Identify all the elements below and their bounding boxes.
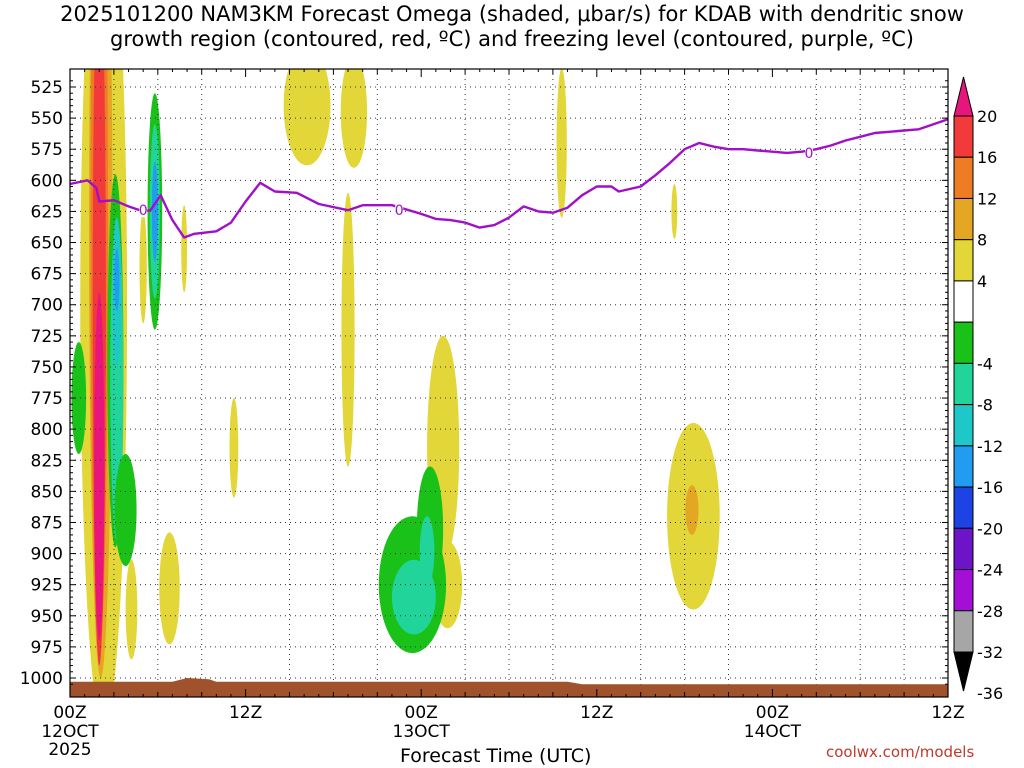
omega-cell xyxy=(159,532,180,645)
omega-cell xyxy=(556,69,567,218)
plot-frame xyxy=(69,68,949,698)
x-tick-date: 13OCT xyxy=(393,722,451,742)
y-tick-label: 825 xyxy=(31,451,63,471)
chart-title: 2025101200 NAM3KM Forecast Omega (shaded… xyxy=(0,2,1024,52)
x-tick-label: 00Z xyxy=(405,703,438,723)
colorbar-label: -36 xyxy=(977,684,1003,703)
y-tick-label: 1000 xyxy=(20,669,63,689)
omega-cell xyxy=(671,184,678,239)
colorbar-label: -4 xyxy=(977,354,993,373)
omega-cell xyxy=(340,69,368,168)
y-tick-label: 975 xyxy=(31,638,63,658)
colorbar-top-arrow xyxy=(953,76,974,117)
credit-link[interactable]: coolwx.com/models xyxy=(826,743,975,761)
x-tick-label: 12Z xyxy=(580,703,613,723)
title-line-1: 2025101200 NAM3KM Forecast Omega (shaded… xyxy=(60,2,964,26)
y-tick-label: 675 xyxy=(31,265,63,285)
colorbar-label: -20 xyxy=(977,519,1003,538)
freezing-level-label: 0 xyxy=(805,146,814,162)
omega-cell xyxy=(685,485,699,535)
omega-cell xyxy=(419,516,435,586)
colorbar-label: 20 xyxy=(977,107,997,126)
omega-cell xyxy=(181,205,188,293)
freezing-level-label: 0 xyxy=(395,203,404,219)
colorbar-cell xyxy=(953,280,974,323)
x-tick-label: 00Z xyxy=(756,703,789,723)
title-line-2: growth region (contoured, red, ºC) and f… xyxy=(110,27,914,51)
freezing-level-label: 0 xyxy=(139,203,148,219)
x-tick-date: 14OCT xyxy=(744,722,802,742)
y-tick-label: 725 xyxy=(31,327,63,347)
colorbar-cell xyxy=(953,115,974,158)
y-tick-label: 650 xyxy=(31,234,63,254)
y-tick-label: 950 xyxy=(31,607,63,627)
y-tick-label: 850 xyxy=(31,482,63,502)
colorbar-cell xyxy=(953,321,974,364)
omega-cell xyxy=(151,161,158,262)
y-tick-label: 750 xyxy=(31,358,63,378)
colorbar-label: -16 xyxy=(977,478,1003,497)
grid-lines xyxy=(70,69,948,697)
colorbar-cell xyxy=(953,239,974,282)
y-tick-label: 900 xyxy=(31,545,63,565)
omega-cell xyxy=(125,559,138,660)
x-tick-label: 12Z xyxy=(931,703,964,723)
freezing-level-contour: 0 0 0 xyxy=(69,118,949,239)
colorbar-cell xyxy=(953,486,974,529)
colorbar-cell xyxy=(953,610,974,653)
omega-cell xyxy=(94,292,105,641)
omega-cell xyxy=(283,69,331,166)
omega-cell xyxy=(71,342,87,455)
colorbar-label: 8 xyxy=(977,231,987,250)
x-tick-year: 2025 xyxy=(48,740,91,760)
colorbar-label: -8 xyxy=(977,396,993,415)
colorbar-bottom-arrow xyxy=(953,651,974,692)
colorbar-cell xyxy=(953,527,974,571)
colorbar-cell xyxy=(953,197,974,241)
x-tick-label: 12Z xyxy=(229,703,262,723)
x-tick-label: 00Z xyxy=(53,703,86,723)
omega-cell xyxy=(139,211,147,324)
colorbar-cell xyxy=(953,569,974,612)
omega-shading xyxy=(71,69,720,697)
omega-cell xyxy=(341,192,355,467)
y-tick-label: 925 xyxy=(31,576,63,596)
y-tick-label: 775 xyxy=(31,389,63,409)
colorbar-label: 12 xyxy=(977,189,997,208)
colorbar-label: -32 xyxy=(977,643,1003,662)
x-tick-date: 12OCT xyxy=(41,722,99,742)
axes: 525 550 575 600 625 650 675 700 725 750 775 800 825 8… xyxy=(20,78,965,760)
omega-cell xyxy=(114,248,120,311)
colorbar-cell xyxy=(953,362,974,406)
colorbar-label: -28 xyxy=(977,602,1003,621)
y-tick-label: 550 xyxy=(31,109,63,129)
colorbar-label: -24 xyxy=(977,561,1003,580)
y-tick-label: 875 xyxy=(31,513,63,533)
y-tick-label: 700 xyxy=(31,296,63,316)
colorbar-label: -12 xyxy=(977,437,1003,456)
colorbar-label: 4 xyxy=(977,272,987,291)
y-tick-label: 800 xyxy=(31,420,63,440)
omega-cell xyxy=(114,454,137,567)
omega-cell xyxy=(229,398,239,498)
y-tick-label: 625 xyxy=(31,202,63,222)
colorbar: 20 16 12 8 4 -4 -8 -12 -16 -20 -24 -28 -32 -36 xyxy=(953,76,1003,703)
colorbar-cell xyxy=(953,404,974,447)
colorbar-cell xyxy=(953,156,974,199)
colorbar-label: 16 xyxy=(977,148,997,167)
y-tick-label: 525 xyxy=(31,78,63,98)
y-tick-label: 575 xyxy=(31,140,63,160)
x-axis-label: Forecast Time (UTC) xyxy=(400,745,592,767)
y-tick-label: 600 xyxy=(31,171,63,191)
colorbar-cell xyxy=(953,445,974,488)
